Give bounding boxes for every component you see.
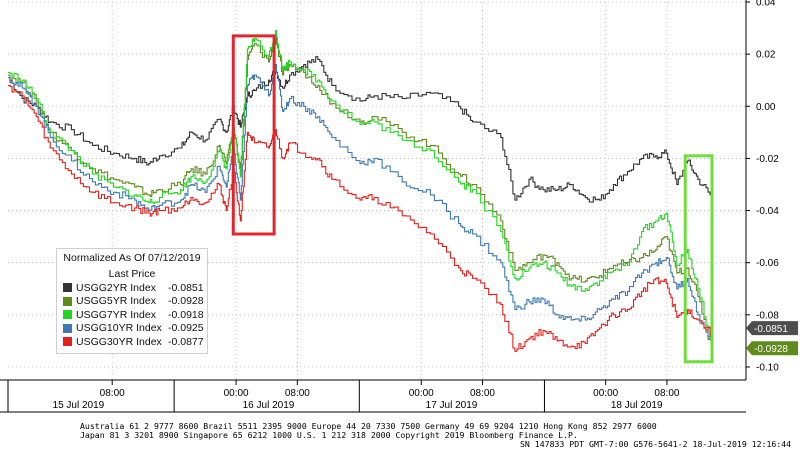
y-tick-label: -0.04 [756, 206, 779, 217]
legend-rows: USGG2YR Index -0.0851 USGG5YR Index -0.0928… [57, 281, 207, 349]
legend-series-value: -0.0928 [168, 295, 204, 308]
legend-swatch [63, 323, 72, 333]
highlight-box [231, 34, 276, 236]
legend-series-value: -0.0918 [168, 308, 204, 321]
axes [0, 0, 747, 413]
y-tick-label: 0.04 [756, 0, 776, 9]
footer: Australia 61 2 9777 8600 Brazil 5511 239… [80, 421, 791, 449]
x-tick-label: 08:00 [470, 388, 495, 399]
last-value-labels: -0.0851 -0.0928 [746, 321, 798, 356]
day-label: 16 Jul 2019 [243, 400, 295, 411]
legend-item: USGG7YR Index -0.0918 [57, 308, 207, 322]
series-line-usgg5yr [8, 37, 713, 349]
legend-subtitle: Last Price [108, 268, 156, 280]
day-label: 15 Jul 2019 [53, 400, 105, 411]
y-tick-label: -0.08 [756, 310, 779, 321]
legend-swatch [63, 296, 72, 306]
legend-series-name: USGG2YR Index [76, 281, 156, 294]
series-lines [8, 30, 713, 352]
legend-series-name: USGG7YR Index [76, 308, 156, 321]
legend-swatch [63, 310, 72, 320]
legend-item: USGG5YR Index -0.0928 [57, 295, 207, 309]
x-tick-label: 00:00 [593, 388, 618, 399]
legend-series-value: -0.0877 [168, 335, 204, 348]
series-line-usgg30yr [8, 84, 713, 352]
y-tick-label: -0.06 [756, 258, 779, 269]
x-tick-label: 08:00 [654, 388, 679, 399]
legend-title: Normalized As Of 07/12/2019 [63, 252, 201, 264]
legend-item: USGG10YR Index -0.0925 [57, 322, 207, 336]
value-label-bg [746, 321, 798, 336]
x-tick-label: 00:00 [409, 388, 434, 399]
x-tick-label: 08:00 [285, 388, 310, 399]
legend-item: USGG2YR Index -0.0851 [57, 281, 207, 295]
footer-line-1: Australia 61 2 9777 8600 Brazil 5511 239… [80, 421, 657, 431]
legend-series-name: USGG10YR Index [76, 322, 162, 335]
legend-series-name: USGG30YR Index [76, 335, 162, 348]
value-label-text: -0.0851 [754, 324, 788, 335]
legend-item: USGG30YR Index -0.0877 [57, 335, 207, 349]
y-tick-labels: 0.04 0.02 0.00 -0.02 -0.04 -0.06 -0.08 -0.10 [746, 0, 779, 373]
y-tick-label: -0.10 [756, 362, 779, 373]
x-tick-label: 00:00 [224, 388, 249, 399]
series-line-usgg2yr [8, 56, 713, 203]
x-tick-label: 08:00 [100, 388, 125, 399]
value-label-text: -0.0928 [754, 344, 788, 355]
series-line-usgg10yr [8, 64, 713, 348]
y-tick-label: 0.02 [756, 50, 776, 61]
legend-series-value: -0.0851 [168, 281, 204, 294]
highlight-box [683, 154, 714, 364]
legend-swatch [63, 337, 72, 347]
series-line-usgg7yr [8, 30, 713, 347]
y-tick-label: -0.02 [756, 154, 779, 165]
day-label: 18 Jul 2019 [611, 400, 663, 411]
legend: Normalized As Of 07/12/2019 Last Price U… [56, 248, 208, 354]
footer-line-2: Japan 81 3 3201 8900 Singapore 65 6212 1… [80, 430, 578, 440]
legend-swatch [63, 283, 72, 293]
legend-series-name: USGG5YR Index [76, 295, 156, 308]
legend-series-value: -0.0925 [168, 322, 204, 335]
footer-line-3: SN 147833 PDT GMT-7:00 G576-5641-2 18-Ju… [520, 439, 791, 449]
highlight-boxes [231, 34, 714, 364]
value-label-bg [746, 341, 798, 356]
day-label: 17 Jul 2019 [426, 400, 478, 411]
y-tick-label: 0.00 [756, 102, 776, 113]
